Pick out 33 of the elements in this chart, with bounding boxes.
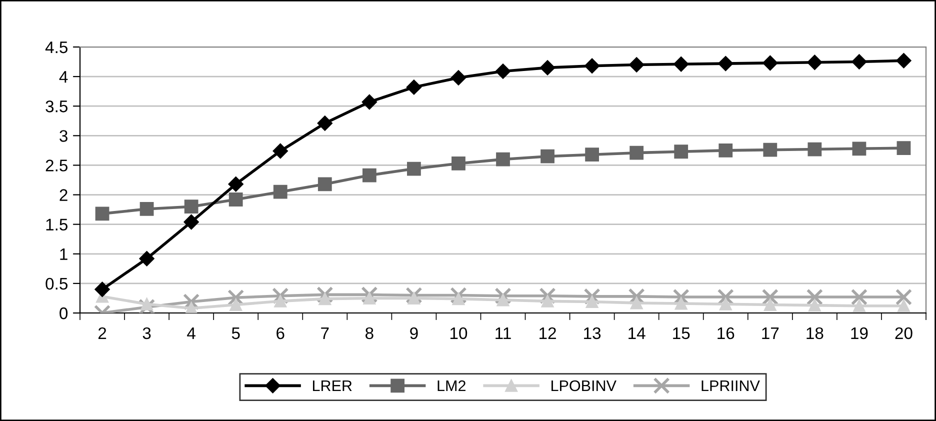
legend-label: LPRIINV (702, 380, 760, 392)
legend-label: LRER (312, 380, 352, 392)
x-tick-label: 17 (762, 328, 779, 339)
y-tick-label: 0 (60, 307, 68, 320)
x-tick-label: 11 (496, 328, 511, 339)
x-tick-label: 8 (366, 327, 374, 340)
x-tick-label: 16 (718, 327, 734, 340)
x-tick-label: 20 (895, 327, 912, 340)
x-tick-label: 12 (540, 327, 556, 339)
x-tick-label: 5 (232, 328, 240, 340)
y-tick-label: 0.5 (46, 278, 68, 290)
y-tick-label: 2.5 (46, 160, 68, 172)
x-tick-label: 19 (851, 327, 868, 340)
legend-label: LPOBINV (552, 380, 616, 392)
x-tick-label: 13 (584, 327, 601, 340)
x-tick-label: 15 (673, 328, 690, 340)
x-tick-label: 4 (187, 328, 196, 339)
y-tick-label: 4.5 (45, 42, 68, 54)
x-tick-label: 10 (450, 327, 468, 340)
x-tick-label: 18 (806, 327, 824, 340)
x-tick-label: 3 (142, 327, 151, 340)
x-tick-label: 6 (276, 327, 284, 340)
y-tick-label: 1 (60, 248, 68, 260)
y-tick-label: 4 (59, 71, 68, 83)
y-tick-label: 1.5 (46, 218, 68, 231)
y-tick-label: 3 (60, 130, 68, 142)
x-tick-label: 2 (98, 327, 106, 339)
y-tick-label: 2 (60, 189, 68, 201)
y-tick-label: 3.5 (46, 100, 68, 112)
x-tick-label: 14 (628, 328, 646, 339)
x-tick-label: 7 (321, 328, 329, 339)
x-tick-label: 9 (410, 327, 418, 340)
legend-label: LM2 (438, 380, 466, 392)
